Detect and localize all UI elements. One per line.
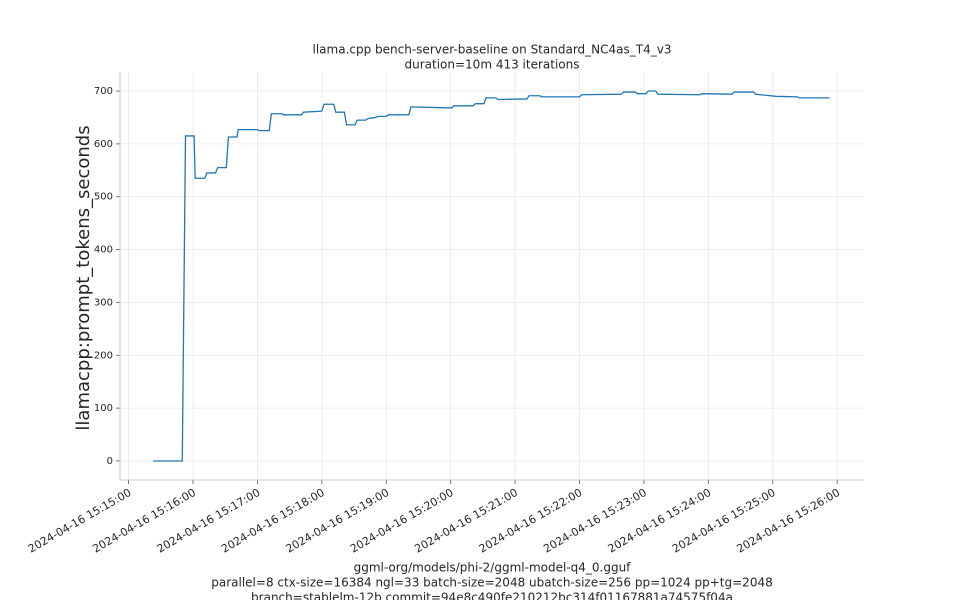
x-tick-label: 2024-04-16 15:21:00 [412,486,520,556]
y-tick-label: 0 [107,456,113,467]
y-axis-label: llamacpp:prompt_tokens_seconds [73,125,94,430]
y-tick-label: 700 [94,86,113,97]
y-tick-label: 200 [94,350,113,361]
footer-line: parallel=8 ctx-size=16384 ngl=33 batch-s… [211,576,772,590]
x-tick-label: 2024-04-16 15:26:00 [734,486,842,556]
x-tick-label: 2024-04-16 15:19:00 [284,486,392,556]
x-tick-label: 2024-04-16 15:25:00 [670,486,778,556]
y-tick-label: 100 [94,403,113,414]
x-tick-label: 2024-04-16 15:16:00 [90,486,198,556]
y-tick-label: 300 [94,297,113,308]
x-tick-label: 2024-04-16 15:20:00 [348,486,456,556]
x-tick-label: 2024-04-16 15:24:00 [606,486,714,556]
x-tick-label: 2024-04-16 15:18:00 [219,486,327,556]
x-tick-label: 2024-04-16 15:17:00 [155,486,263,556]
chart-title: llama.cpp bench-server-baseline on Stand… [313,43,672,57]
x-tick-label: 2024-04-16 15:15:00 [26,486,134,556]
chart-subtitle: duration=10m 413 iterations [405,58,580,72]
data-line [153,90,830,462]
x-tick-label: 2024-04-16 15:22:00 [477,486,585,556]
y-tick-label: 600 [94,139,113,150]
x-tick-label: 2024-04-16 15:23:00 [541,486,649,556]
footer-line: branch=stablelm-12b commit=94e8c490fe210… [251,591,733,600]
y-tick-label: 500 [94,192,113,203]
footer-line: ggml-org/models/phi-2/ggml-model-q4_0.gg… [354,561,632,575]
y-tick-label: 400 [94,245,113,256]
